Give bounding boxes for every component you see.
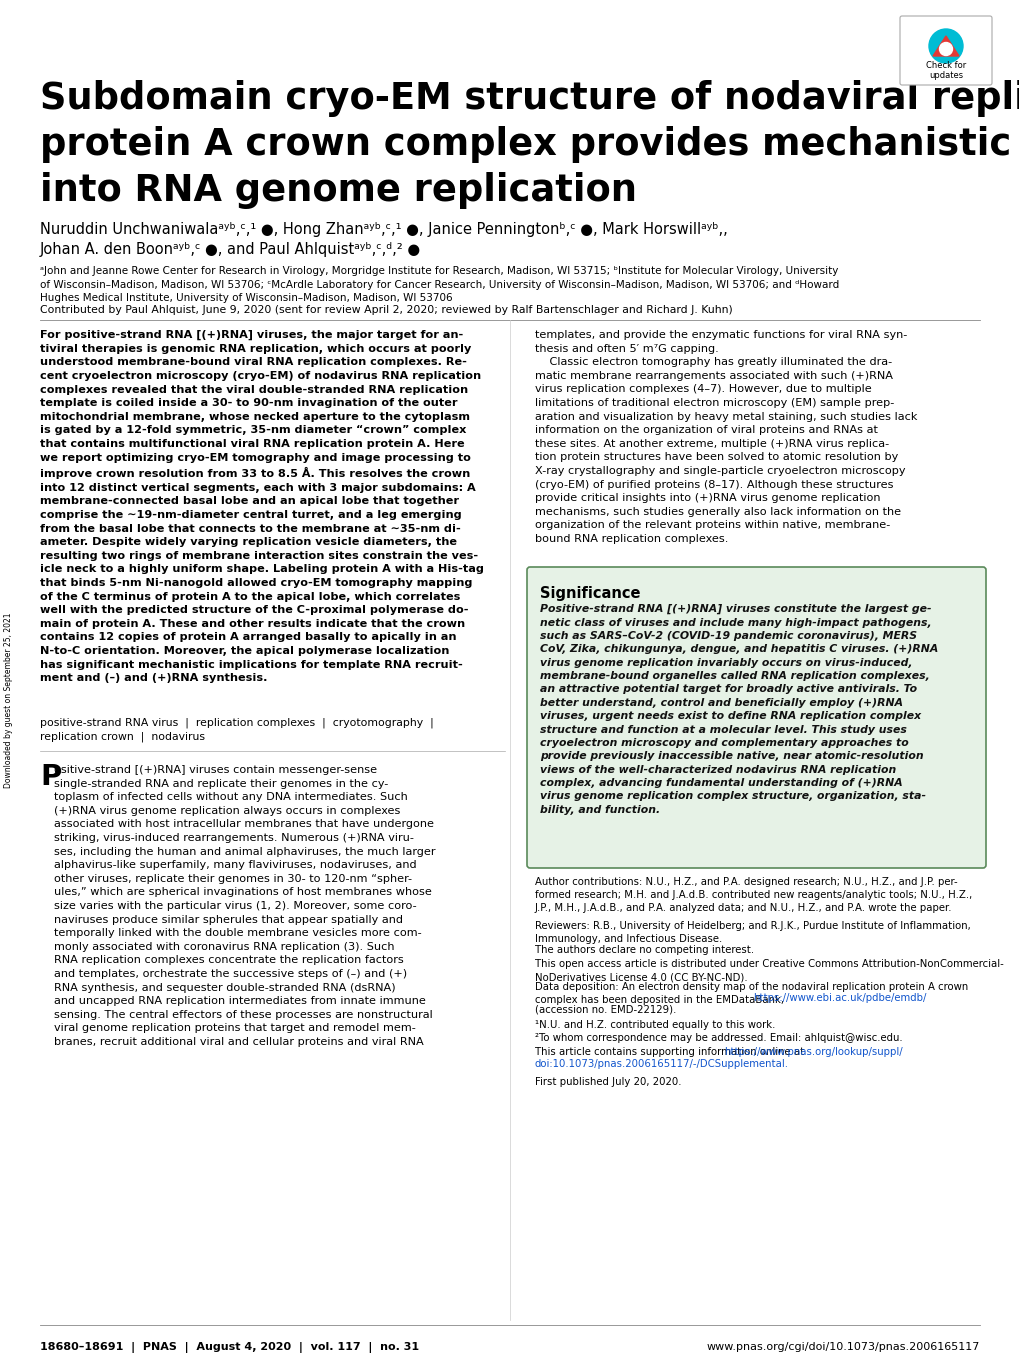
- Text: P: P: [40, 763, 61, 790]
- Text: https://www.ebi.ac.uk/pdbe/emdb/: https://www.ebi.ac.uk/pdbe/emdb/: [752, 992, 925, 1003]
- Text: Contributed by Paul Ahlquist, June 9, 2020 (sent for review April 2, 2020; revie: Contributed by Paul Ahlquist, June 9, 20…: [40, 304, 732, 315]
- Text: 18680–18691  |  PNAS  |  August 4, 2020  |  vol. 117  |  no. 31: 18680–18691 | PNAS | August 4, 2020 | vo…: [40, 1342, 419, 1353]
- Polygon shape: [932, 35, 958, 56]
- Text: ositive-strand [(+)RNA] viruses contain messenger-sense
single-stranded RNA and : ositive-strand [(+)RNA] viruses contain …: [54, 764, 435, 1047]
- Text: (accession no. EMD-22129).: (accession no. EMD-22129).: [535, 1005, 676, 1016]
- Text: Significance: Significance: [539, 586, 640, 601]
- Text: Downloaded by guest on September 25, 2021: Downloaded by guest on September 25, 202…: [4, 613, 13, 788]
- Text: doi:10.1073/pnas.2006165117/-/DCSupplemental.: doi:10.1073/pnas.2006165117/-/DCSuppleme…: [535, 1059, 789, 1069]
- Text: positive-strand RNA virus  |  replication complexes  |  cryotomography  |
replic: positive-strand RNA virus | replication …: [40, 718, 433, 743]
- Text: ¹N.U. and H.Z. contributed equally to this work.: ¹N.U. and H.Z. contributed equally to th…: [535, 1020, 774, 1031]
- Text: This article contains supporting information online at: This article contains supporting informa…: [535, 1047, 807, 1057]
- Text: www.pnas.org/cgi/doi/10.1073/pnas.2006165117: www.pnas.org/cgi/doi/10.1073/pnas.200616…: [706, 1342, 979, 1351]
- Text: Check for: Check for: [925, 61, 965, 71]
- Text: templates, and provide the enzymatic functions for viral RNA syn-
thesis and oft: templates, and provide the enzymatic fun…: [535, 330, 916, 545]
- Text: The authors declare no competing interest.: The authors declare no competing interes…: [535, 945, 753, 955]
- Text: For positive-strand RNA [(+)RNA] viruses, the major target for an-
tiviral thera: For positive-strand RNA [(+)RNA] viruses…: [40, 330, 484, 684]
- Text: ²To whom correspondence may be addressed. Email: ahlquist@wisc.edu.: ²To whom correspondence may be addressed…: [535, 1033, 902, 1043]
- FancyBboxPatch shape: [527, 566, 985, 868]
- Text: First published July 20, 2020.: First published July 20, 2020.: [535, 1077, 681, 1087]
- Circle shape: [928, 29, 962, 63]
- Text: updates: updates: [928, 71, 962, 79]
- Text: ᵃJohn and Jeanne Rowe Center for Research in Virology, Morgridge Institute for R: ᵃJohn and Jeanne Rowe Center for Researc…: [40, 266, 839, 303]
- Circle shape: [938, 42, 952, 56]
- Text: Subdomain cryo-EM structure of nodaviral replication: Subdomain cryo-EM structure of nodaviral…: [40, 81, 1019, 117]
- Text: into RNA genome replication: into RNA genome replication: [40, 172, 637, 209]
- Text: https://www.pnas.org/lookup/suppl/: https://www.pnas.org/lookup/suppl/: [723, 1047, 902, 1057]
- Text: protein A crown complex provides mechanistic insights: protein A crown complex provides mechani…: [40, 126, 1019, 162]
- Text: Reviewers: R.B., University of Heidelberg; and R.J.K., Purdue Institute of Infla: Reviewers: R.B., University of Heidelber…: [535, 921, 970, 945]
- Text: Nuruddin Unchwaniwalaᵃʸᵇ,ᶜ,¹ ●, Hong Zhanᵃʸᵇ,ᶜ,¹ ●, Janice Penningtonᵇ,ᶜ ●, Mark: Nuruddin Unchwaniwalaᵃʸᵇ,ᶜ,¹ ●, Hong Zha…: [40, 222, 727, 238]
- Text: Data deposition: An electron density map of the nodaviral replication protein A : Data deposition: An electron density map…: [535, 981, 967, 1005]
- Text: Johan A. den Boonᵃʸᵇ,ᶜ ●, and Paul Ahlquistᵃʸᵇ,ᶜ,ᵈ,² ●: Johan A. den Boonᵃʸᵇ,ᶜ ●, and Paul Ahlqu…: [40, 242, 421, 257]
- Text: This open access article is distributed under Creative Commons Attribution-NonCo: This open access article is distributed …: [535, 960, 1003, 983]
- FancyBboxPatch shape: [899, 16, 991, 85]
- Text: Positive-strand RNA [(+)RNA] viruses constitute the largest ge-
netic class of v: Positive-strand RNA [(+)RNA] viruses con…: [539, 603, 937, 815]
- Text: Author contributions: N.U., H.Z., and P.A. designed research; N.U., H.Z., and J.: Author contributions: N.U., H.Z., and P.…: [535, 876, 971, 913]
